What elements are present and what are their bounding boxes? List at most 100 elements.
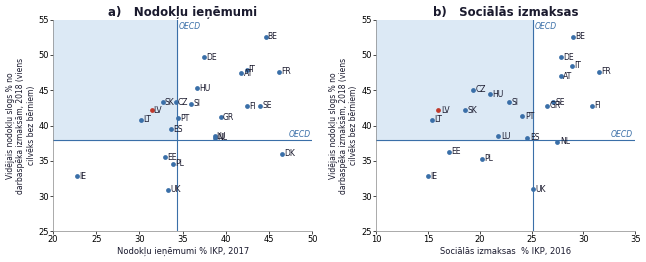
- Point: [136, 118, 147, 122]
- Point: [517, 114, 527, 118]
- Point: [166, 127, 176, 131]
- Text: IE: IE: [430, 172, 437, 181]
- Text: CZ: CZ: [476, 85, 486, 94]
- Text: DE: DE: [563, 53, 574, 62]
- Point: [427, 118, 437, 122]
- Point: [568, 35, 578, 39]
- Point: [433, 108, 443, 112]
- Point: [542, 104, 552, 108]
- Text: LV: LV: [441, 106, 450, 114]
- Point: [211, 135, 221, 140]
- Text: DE: DE: [206, 53, 217, 62]
- Point: [242, 104, 253, 108]
- Point: [276, 152, 287, 156]
- Point: [274, 70, 284, 74]
- Text: GR: GR: [223, 113, 234, 122]
- Point: [173, 116, 183, 121]
- Text: GR: GR: [550, 101, 561, 110]
- Point: [236, 71, 247, 75]
- Point: [527, 187, 537, 191]
- Text: SK: SK: [165, 98, 174, 107]
- Point: [209, 134, 220, 138]
- Point: [477, 157, 487, 161]
- Title: b)   Sociālās izmaksas: b) Sociālās izmaksas: [433, 6, 578, 19]
- Point: [255, 104, 266, 108]
- Text: SI: SI: [511, 98, 518, 107]
- Text: SK: SK: [468, 106, 477, 114]
- Point: [552, 140, 563, 144]
- Point: [242, 68, 252, 72]
- Text: EE: EE: [451, 147, 461, 156]
- X-axis label: Nodokļu ieņēmumi % IKP, 2017: Nodokļu ieņēmumi % IKP, 2017: [116, 247, 249, 256]
- Point: [556, 55, 566, 59]
- Text: OECD: OECD: [288, 130, 311, 139]
- Text: AT: AT: [563, 72, 572, 81]
- Text: BE: BE: [267, 32, 278, 41]
- X-axis label: Sociālās izmaksas  % IKP, 2016: Sociālās izmaksas % IKP, 2016: [440, 247, 571, 256]
- Y-axis label: Vidējais nodokļu slogs % no
darbaspēka izmaksām, 2018 (viens
cilvēks bez bērniem: Vidējais nodokļu slogs % no darbaspēka i…: [329, 57, 359, 194]
- Text: OECD: OECD: [178, 22, 200, 31]
- Text: ES: ES: [174, 124, 183, 134]
- Point: [468, 88, 479, 92]
- Text: FI: FI: [249, 102, 256, 111]
- Text: HU: HU: [493, 90, 504, 99]
- Point: [171, 100, 181, 104]
- Title: a)   Nodokļu ieņēmumi: a) Nodokļu ieņēmumi: [108, 6, 257, 19]
- Y-axis label: Vidējais nodokļu slogs % no
darbaspēka izmaksām, 2018 (viens
cilvēks bez bērniem: Vidējais nodokļu slogs % no darbaspēka i…: [6, 57, 36, 194]
- Text: FR: FR: [601, 67, 611, 77]
- Text: PL: PL: [484, 154, 494, 163]
- Text: EE: EE: [167, 153, 177, 162]
- Point: [548, 100, 558, 104]
- Point: [163, 188, 173, 192]
- Text: SI: SI: [193, 99, 200, 108]
- Point: [460, 108, 470, 112]
- Text: UK: UK: [170, 185, 181, 194]
- Text: OECD: OECD: [611, 130, 633, 139]
- Point: [158, 100, 168, 104]
- Text: DK: DK: [284, 149, 295, 158]
- Text: IE: IE: [79, 172, 87, 181]
- Point: [493, 134, 503, 138]
- Text: SE: SE: [556, 98, 565, 107]
- Point: [556, 74, 566, 78]
- Text: IT: IT: [574, 61, 581, 70]
- Point: [443, 150, 453, 154]
- Point: [192, 86, 202, 90]
- Text: OECD: OECD: [535, 22, 557, 31]
- Text: LU: LU: [217, 132, 226, 141]
- Text: FI: FI: [594, 101, 601, 110]
- Text: LT: LT: [435, 115, 443, 124]
- Text: LT: LT: [143, 115, 151, 124]
- Text: ES: ES: [530, 133, 539, 142]
- Text: PL: PL: [175, 159, 184, 168]
- Point: [168, 161, 178, 166]
- Text: AT: AT: [244, 69, 253, 78]
- Point: [594, 70, 604, 74]
- Text: IT: IT: [249, 65, 256, 74]
- Text: SE: SE: [262, 101, 272, 110]
- Text: BE: BE: [576, 32, 585, 41]
- Point: [485, 92, 495, 97]
- Point: [587, 104, 597, 108]
- Point: [567, 63, 577, 68]
- Text: PT: PT: [180, 114, 190, 123]
- Text: LU: LU: [501, 132, 510, 141]
- Point: [216, 115, 226, 119]
- Point: [186, 102, 196, 106]
- Text: LV: LV: [154, 106, 162, 114]
- Text: FR: FR: [282, 67, 291, 77]
- Point: [503, 100, 514, 104]
- Text: PT: PT: [525, 112, 534, 121]
- Point: [422, 174, 433, 178]
- Point: [160, 155, 171, 159]
- Point: [147, 108, 157, 112]
- Text: NL: NL: [218, 133, 227, 142]
- Text: HU: HU: [200, 84, 211, 93]
- Point: [199, 55, 209, 59]
- Text: CZ: CZ: [178, 98, 189, 107]
- Text: NL: NL: [560, 137, 570, 146]
- Point: [260, 35, 271, 39]
- Point: [72, 174, 83, 178]
- Point: [522, 135, 532, 140]
- Text: UK: UK: [535, 184, 546, 194]
